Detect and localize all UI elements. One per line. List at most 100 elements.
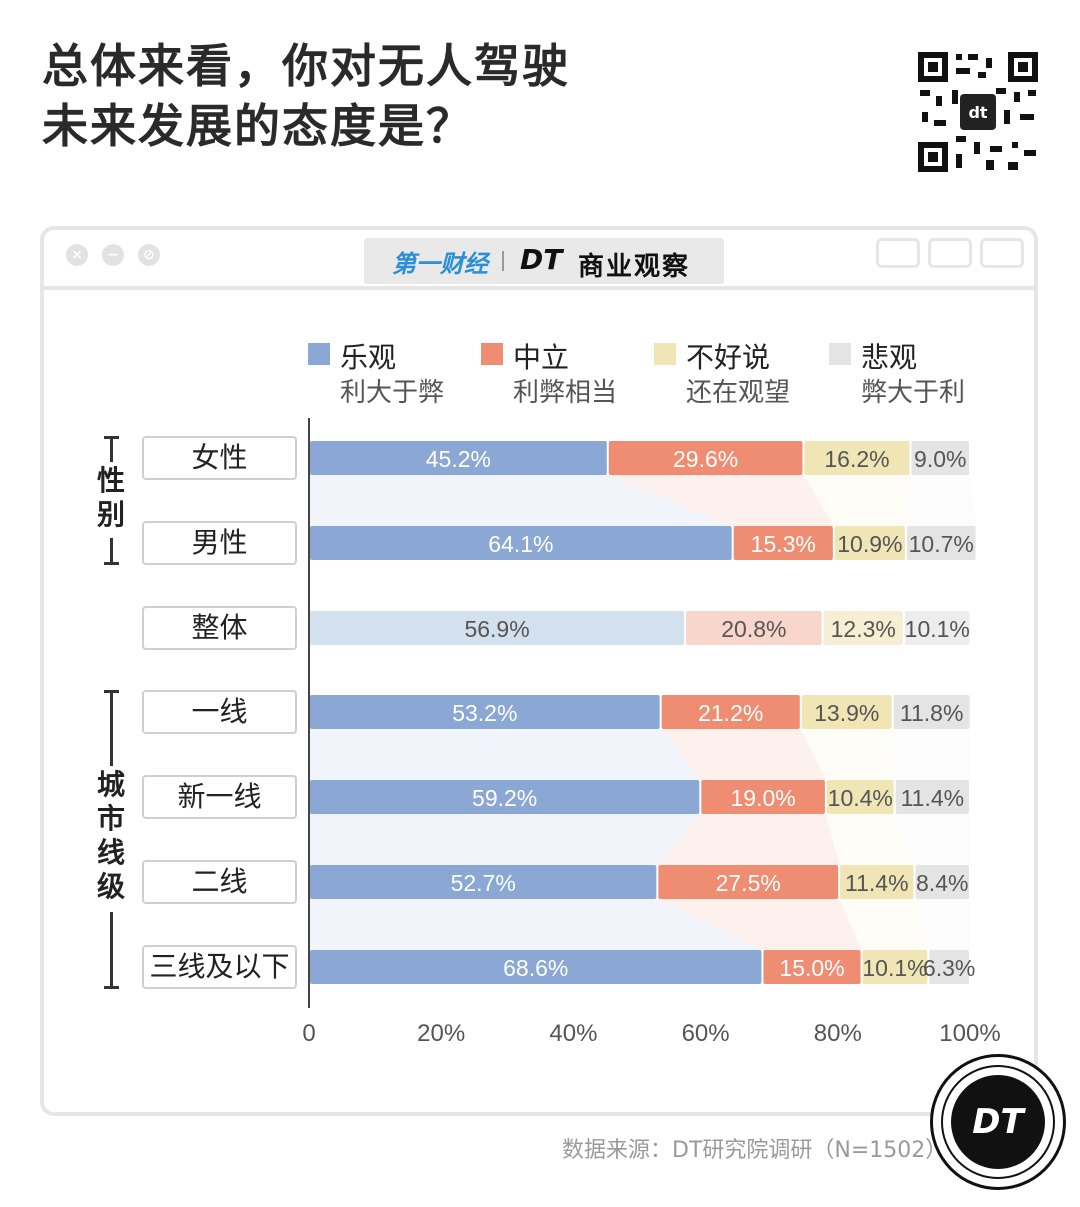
bar-segment [310, 865, 657, 899]
bar-value-label: 9.0% [914, 446, 966, 472]
bar-value-label: 10.1% [862, 955, 927, 981]
x-tick-label: 20% [417, 1020, 465, 1047]
category-label: 一线 [142, 690, 297, 734]
qr-code-icon[interactable]: dt [916, 50, 1040, 174]
connector-band [825, 814, 915, 865]
x-tick-label: 40% [549, 1020, 597, 1047]
record-icon[interactable] [876, 238, 920, 268]
bar-segment [904, 611, 970, 645]
group-bracket-line [110, 912, 113, 988]
bar-segment [686, 611, 822, 645]
connector-band [914, 899, 970, 950]
bar-value-label: 10.7% [909, 531, 974, 557]
group-bracket-line [110, 436, 113, 462]
bar-segment [310, 526, 732, 560]
category-label: 三线及以下 [142, 945, 297, 989]
share-icon[interactable] [928, 238, 972, 268]
connector-band [800, 729, 895, 780]
legend-swatch [654, 343, 676, 365]
yicai-logo: 第一财经 [392, 250, 488, 278]
bar-value-label: 12.3% [831, 616, 896, 642]
bar-value-label: 52.7% [451, 870, 516, 896]
group-label-text: 城市线级 [96, 768, 125, 903]
title-line-2: 未来发展的态度是？ [42, 99, 474, 153]
bar-value-label: 13.9% [814, 700, 879, 726]
badge-ring [941, 1065, 1055, 1179]
close-icon[interactable]: × [66, 244, 88, 266]
x-tick-label: 60% [682, 1020, 730, 1047]
bar-value-label: 10.4% [828, 785, 893, 811]
bar-value-label: 11.4% [901, 785, 965, 811]
bar-value-label: 56.9% [464, 616, 529, 642]
connector-band [892, 729, 971, 780]
connector-band [657, 899, 862, 950]
bar-segment [826, 780, 894, 814]
bar-value-label: 59.2% [472, 785, 537, 811]
bar-segment [823, 611, 903, 645]
group-bracket-cap [104, 562, 119, 565]
bar-segment [834, 526, 905, 560]
bar-segment [801, 695, 892, 729]
connector-band [309, 899, 763, 950]
connector-band [657, 814, 840, 865]
dt-logo: DT [520, 243, 563, 276]
logo-divider [502, 251, 504, 271]
bar-value-label: 21.2% [698, 700, 763, 726]
bar-segment [840, 865, 914, 899]
window-title-bar: × − ⊘ 第一财经 DT 商业观察 [44, 230, 1034, 290]
bar-value-label: 10.9% [837, 531, 902, 557]
connector-bands [309, 475, 977, 950]
connector-band [309, 729, 701, 780]
group-label-city: 城市线级 [96, 768, 126, 904]
block-icon[interactable]: ⊘ [138, 244, 160, 266]
bar-value-label: 15.3% [751, 531, 816, 557]
legend-sublabel: 弊大于利 [861, 378, 966, 408]
connector-band [894, 814, 970, 865]
bar-value-label: 16.2% [824, 446, 889, 472]
legend-swatch [481, 343, 503, 365]
bar-segment [608, 441, 803, 475]
x-tick-label: 100% [939, 1020, 1000, 1047]
badge-text: DT [951, 1075, 1045, 1169]
copy-icon[interactable] [980, 238, 1024, 268]
group-bracket-cap [104, 986, 119, 989]
bar-segment [310, 695, 660, 729]
bar-value-label: 19.0% [730, 785, 795, 811]
bar-segment [929, 950, 969, 984]
bar-value-label: 15.0% [779, 955, 844, 981]
connector-band [309, 814, 701, 865]
bar-value-label: 6.3% [923, 955, 975, 981]
connector-band [607, 475, 834, 526]
bar-segment [895, 780, 969, 814]
legend-label: 悲观 [861, 341, 918, 374]
bar-segment [763, 950, 861, 984]
group-label-text: 性别 [96, 464, 125, 531]
legend-label: 中立 [513, 341, 570, 374]
legend-swatch [308, 343, 330, 365]
connector-band [660, 729, 826, 780]
minimize-icon[interactable]: − [102, 244, 124, 266]
connector-band [905, 475, 977, 526]
bar-value-label: 10.1% [905, 616, 970, 642]
connector-band [309, 475, 733, 526]
bar-segment [893, 695, 970, 729]
dt-badge-logo: DT [930, 1054, 1066, 1190]
category-label: 二线 [142, 860, 297, 904]
page-title: 总体来看，你对无人驾驶 未来发展的态度是？ [42, 36, 570, 156]
x-tick-label: 0 [302, 1020, 315, 1047]
bar-segment [733, 526, 833, 560]
category-label: 男性 [142, 521, 297, 565]
bar-value-label: 11.4% [845, 870, 909, 896]
group-bracket-line [110, 690, 113, 766]
legend-sublabel: 利弊相当 [513, 378, 618, 408]
dt-brand-text: 商业观察 [578, 252, 691, 282]
group-bracket-line [110, 538, 113, 564]
category-label: 女性 [142, 436, 297, 480]
bar-value-label: 27.5% [716, 870, 781, 896]
category-label: 新一线 [142, 775, 297, 819]
title-line-1: 总体来看，你对无人驾驶 [42, 39, 570, 93]
legend-label: 不好说 [686, 341, 771, 374]
bar-segment [915, 865, 969, 899]
bar-segment [310, 441, 607, 475]
